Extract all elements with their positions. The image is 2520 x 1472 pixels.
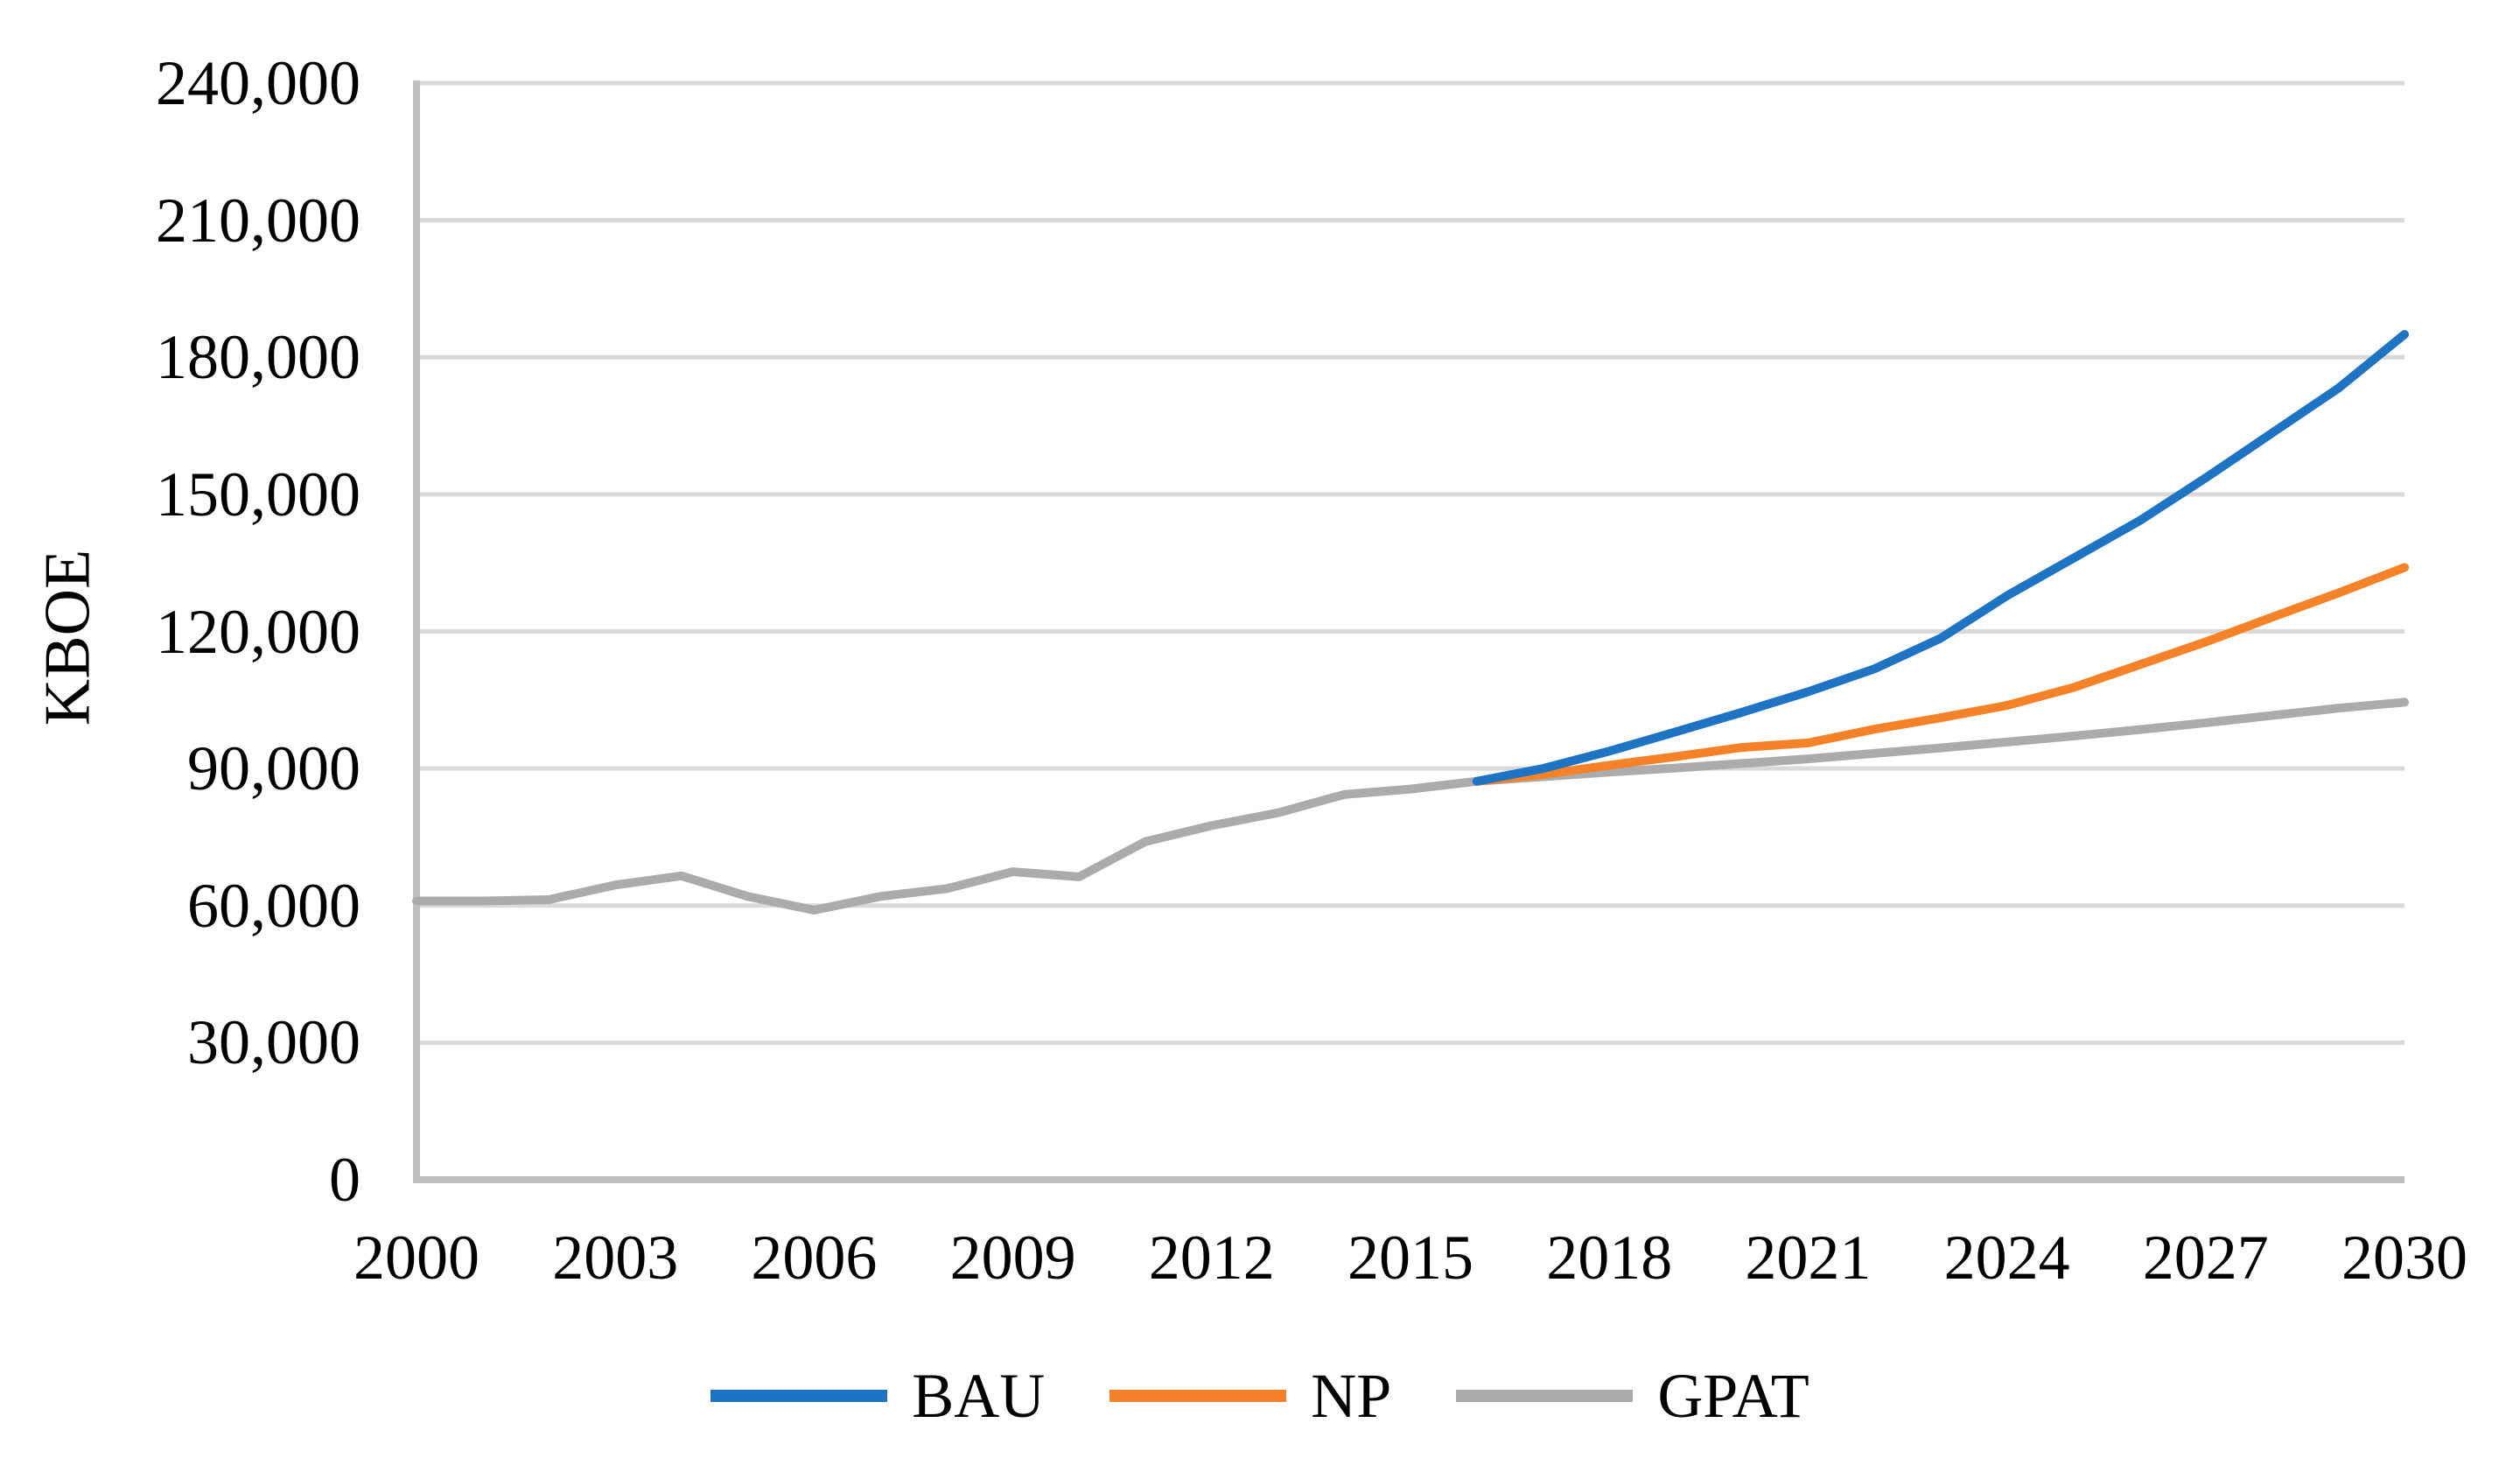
y-tick-label: 240,000	[156, 48, 360, 118]
legend-line-swatch-bau	[710, 1390, 888, 1402]
series-line-bau	[1472, 330, 2409, 786]
x-tick-label: 2012	[1148, 1223, 1275, 1293]
legend-item-bau: BAU	[710, 1358, 1045, 1433]
y-tick-label: 150,000	[156, 459, 360, 529]
y-tick-label: 180,000	[156, 322, 360, 393]
x-tick-label: 2018	[1546, 1223, 1673, 1293]
x-tick-label: 2024	[1943, 1223, 2070, 1293]
x-tick-label: 2030	[2342, 1223, 2468, 1293]
y-tick-label: 30,000	[187, 1007, 360, 1078]
legend-line-swatch-np	[1110, 1390, 1287, 1402]
y-tick-label: 0	[329, 1145, 360, 1215]
legend-line-swatch-gpat	[1456, 1390, 1634, 1402]
x-tick-label: 2027	[2142, 1223, 2269, 1293]
x-tick-label: 2003	[552, 1223, 679, 1293]
x-tick-label: 2006	[751, 1223, 878, 1293]
legend-label-gpat: GPAT	[1657, 1361, 1810, 1431]
legend: BAU NP GPAT	[0, 1358, 2520, 1433]
y-tick-label: 210,000	[156, 185, 360, 256]
legend-label-np: NP	[1311, 1361, 1392, 1431]
y-tick-label: 120,000	[156, 596, 360, 667]
legend-item-np: NP	[1110, 1358, 1391, 1433]
y-tick-label: 90,000	[187, 733, 360, 804]
y-tick-label: 60,000	[187, 870, 360, 941]
x-tick-label: 2000	[354, 1223, 480, 1293]
x-tick-label: 2021	[1745, 1223, 1872, 1293]
legend-item-gpat: GPAT	[1456, 1358, 1810, 1433]
series-line-gpat	[412, 697, 2409, 915]
legend-label-bau: BAU	[912, 1361, 1046, 1431]
x-tick-label: 2009	[949, 1223, 1076, 1293]
x-tick-label: 2015	[1348, 1223, 1474, 1293]
series-line-np	[1472, 563, 2409, 786]
